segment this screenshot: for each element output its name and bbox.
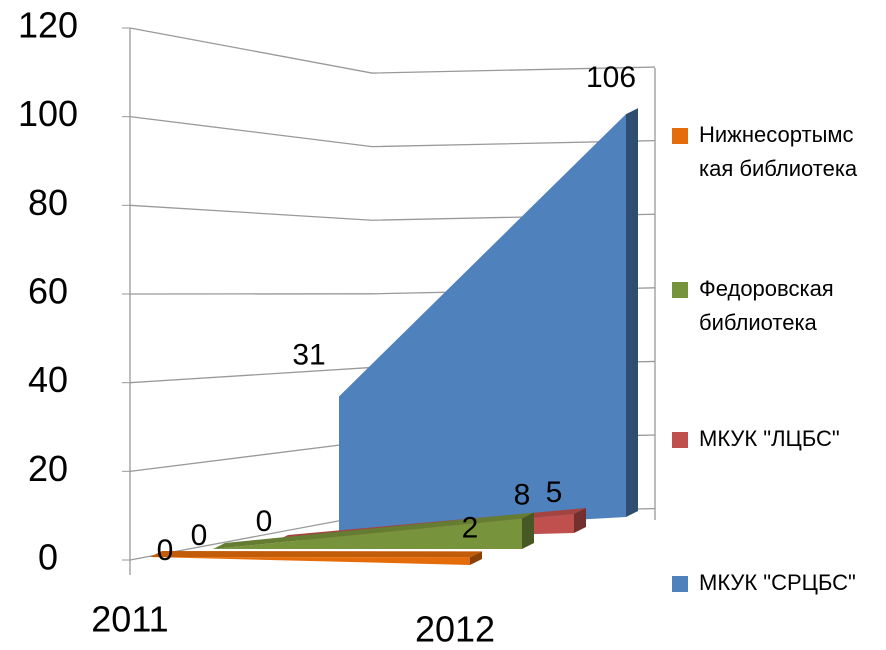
area-side [522,512,534,549]
y-tick-label: 40 [28,359,68,400]
area [213,518,522,549]
legend-key [672,128,688,144]
data-label: 106 [586,61,636,94]
area-side [574,508,586,533]
data-label: 31 [292,339,325,372]
area-side [626,108,638,517]
area-side [470,551,482,565]
data-label: 0 [256,505,273,538]
area [150,557,470,565]
data-label: 2 [462,511,479,544]
y-tick-label: 100 [18,93,78,134]
legend-label: Федоровская библиотека [699,276,834,335]
area-top [150,551,482,558]
y-tick-label: 0 [38,537,58,578]
y-tick-label: 120 [18,5,78,46]
legend-item: МКУК "СРЦБС" [672,566,882,600]
data-label: 8 [514,479,531,512]
data-label: 0 [157,534,174,567]
legend-item: Федоровская библиотека [672,272,882,340]
legend-label: МКУК "СРЦБС" [699,570,856,595]
legend-key [672,432,688,448]
legend-label: МКУК "ЛЦБС" [699,426,840,451]
legend-key [672,576,688,592]
y-tick-label: 80 [28,182,68,223]
legend-item: МКУК "ЛЦБС" [672,422,882,456]
y-tick-label: 60 [28,271,68,312]
y-tick-label: 20 [28,448,68,489]
legend-item: Нижнесортымская библиотека [672,118,882,186]
data-label: 5 [546,476,563,509]
x-tick-label: 2012 [415,609,495,650]
area [339,114,626,533]
grid-line [129,27,656,74]
x-tick-label: 2011 [91,599,168,640]
legend-key [672,282,688,298]
grid-line [129,116,656,148]
legend-label: Нижнесортымская библиотека [699,122,858,181]
area-top [213,512,534,549]
data-label: 0 [191,519,208,552]
